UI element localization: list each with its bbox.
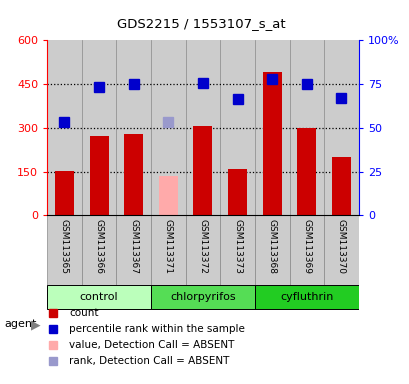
Text: value, Detection Call = ABSENT: value, Detection Call = ABSENT — [69, 340, 234, 350]
Text: count: count — [69, 308, 98, 318]
Text: rank, Detection Call = ABSENT: rank, Detection Call = ABSENT — [69, 356, 229, 366]
Text: GSM113369: GSM113369 — [301, 219, 310, 274]
Text: agent: agent — [4, 319, 36, 329]
Bar — [254, 40, 289, 215]
Text: GDS2215 / 1553107_s_at: GDS2215 / 1553107_s_at — [116, 17, 285, 30]
Bar — [227, 169, 247, 215]
Bar — [331, 157, 350, 215]
Bar — [262, 73, 281, 215]
Bar — [254, 285, 358, 309]
Bar — [89, 136, 108, 215]
Bar — [116, 215, 151, 285]
Bar — [81, 215, 116, 285]
Bar — [220, 40, 254, 215]
Bar — [47, 215, 81, 285]
Text: ▶: ▶ — [31, 318, 40, 331]
Bar — [289, 40, 324, 215]
Text: GSM113366: GSM113366 — [94, 219, 103, 274]
Bar — [151, 40, 185, 215]
Bar — [116, 40, 151, 215]
Bar — [289, 215, 324, 285]
Bar — [47, 40, 81, 215]
Text: control: control — [80, 292, 118, 302]
Text: GSM113373: GSM113373 — [232, 219, 241, 274]
Bar — [81, 40, 116, 215]
Bar — [297, 129, 316, 215]
Bar — [124, 134, 143, 215]
Text: GSM113372: GSM113372 — [198, 219, 207, 274]
Bar — [47, 285, 151, 309]
Bar — [324, 215, 358, 285]
Text: percentile rank within the sample: percentile rank within the sample — [69, 324, 244, 334]
Text: GSM113368: GSM113368 — [267, 219, 276, 274]
Text: chlorpyrifos: chlorpyrifos — [170, 292, 235, 302]
Bar — [185, 40, 220, 215]
Bar — [324, 40, 358, 215]
Bar — [151, 215, 185, 285]
Bar — [254, 215, 289, 285]
Bar — [55, 171, 74, 215]
Bar — [151, 285, 254, 309]
Text: GSM113365: GSM113365 — [60, 219, 69, 274]
Text: GSM113371: GSM113371 — [164, 219, 173, 274]
Bar — [185, 215, 220, 285]
Bar — [158, 176, 178, 215]
Text: GSM113367: GSM113367 — [129, 219, 138, 274]
Bar — [220, 215, 254, 285]
Text: cyfluthrin: cyfluthrin — [279, 292, 333, 302]
Bar — [193, 126, 212, 215]
Text: GSM113370: GSM113370 — [336, 219, 345, 274]
